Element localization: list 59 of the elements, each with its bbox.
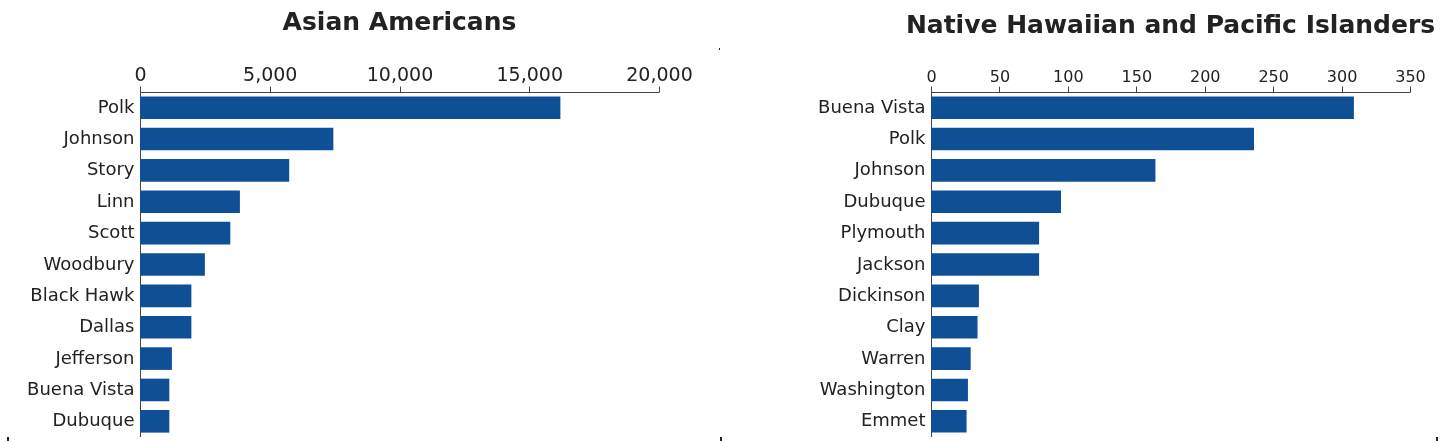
y-tick-label: Jefferson [54, 346, 135, 368]
bar [931, 221, 1040, 245]
y-tick-label: Scott [88, 221, 135, 243]
bar [931, 315, 978, 339]
x-tick-label: 300 [1326, 66, 1358, 86]
bar [140, 315, 192, 339]
x-tick-label: 5,000 [243, 62, 298, 85]
y-tick-label: Clay [886, 315, 926, 337]
bar [140, 410, 170, 433]
bar [931, 190, 1062, 214]
bar [140, 190, 240, 214]
x-tick-label: 20,000 [626, 62, 693, 85]
y-tick-label: Polk [888, 127, 927, 149]
bar [931, 284, 979, 308]
y-tick-label: Warren [861, 346, 926, 368]
bar [140, 159, 290, 182]
y-tick-label: Johnson [62, 127, 135, 149]
x-tick-label: 50 [989, 66, 1011, 86]
bar [931, 253, 1040, 276]
y-tick-label: Buena Vista [818, 95, 926, 117]
bar [140, 284, 192, 308]
bar [931, 378, 968, 402]
x-tick-label: 10,000 [366, 62, 434, 85]
x-tick-label: 350 [1395, 66, 1426, 86]
y-tick-label: Plymouth [840, 221, 926, 243]
y-tick-label: Linn [96, 189, 135, 211]
x-tick-label: 150 [1121, 66, 1153, 86]
y-tick-label: Dickinson [838, 283, 926, 305]
x-tick-label: 0 [926, 66, 937, 86]
x-tick-label: 100 [1053, 66, 1084, 86]
y-tick-label: Polk [97, 95, 136, 117]
x-tick-label: 15,000 [496, 62, 563, 85]
bar [931, 96, 1354, 119]
y-tick-label: Johnson [853, 158, 926, 180]
y-tick-label: Dubuque [52, 409, 135, 431]
y-tick-label: Emmet [860, 409, 926, 431]
bar [140, 378, 170, 402]
chart-title: Asian Americans [282, 7, 517, 36]
bar [931, 127, 1254, 151]
x-tick-label: 0 [134, 62, 147, 85]
bar [140, 347, 172, 370]
y-tick-label: Woodbury [43, 252, 135, 274]
y-tick-label: Washington [819, 377, 926, 399]
bar [140, 96, 561, 119]
y-tick-label: Story [86, 158, 135, 180]
y-tick-label: Dubuque [843, 189, 926, 211]
bar [140, 253, 205, 276]
bar [140, 221, 231, 245]
bar [931, 410, 967, 433]
chart-title: Native Hawaiian and Pacific Islanders [905, 10, 1436, 39]
bar [140, 127, 334, 151]
x-tick-label: 200 [1189, 66, 1221, 86]
bar [931, 159, 1156, 182]
y-tick-label: Buena Vista [27, 377, 135, 399]
y-tick-label: Black Hawk [30, 283, 136, 305]
y-tick-label: Dallas [79, 315, 135, 337]
y-tick-label: Jackson [856, 252, 926, 274]
x-tick-label: 250 [1258, 66, 1289, 86]
bar [931, 347, 971, 370]
